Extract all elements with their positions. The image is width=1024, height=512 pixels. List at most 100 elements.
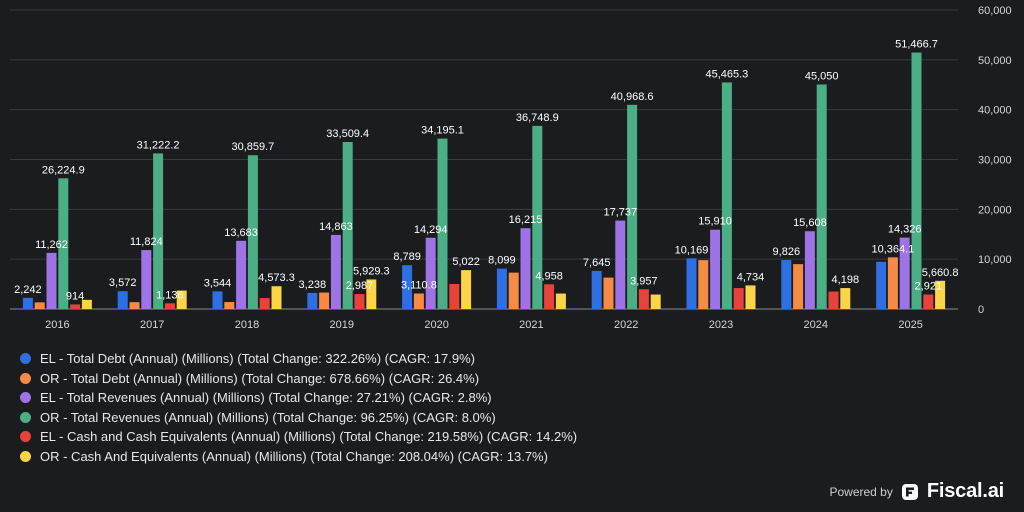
bar-s2-2024[interactable]: [793, 264, 804, 309]
bar-s2-2018[interactable]: [224, 302, 235, 309]
bar-s3-2018[interactable]: [236, 240, 247, 309]
bar-s4-2016[interactable]: [58, 178, 69, 309]
bar-s5-2018[interactable]: [259, 298, 270, 309]
legend-item[interactable]: EL - Cash and Cash Equivalents (Annual) …: [20, 427, 577, 447]
bar-s3-2022[interactable]: [615, 220, 626, 309]
bar-s1-2022[interactable]: [591, 270, 602, 309]
data-label: 16,215: [509, 214, 543, 226]
bar-s3-2023[interactable]: [710, 229, 721, 309]
legend-item[interactable]: OR - Total Debt (Annual) (Millions) (Tot…: [20, 369, 577, 389]
bar-s4-2018[interactable]: [247, 155, 258, 309]
data-label: 14,294: [414, 224, 448, 236]
y-tick-label: 60,000: [978, 5, 1012, 17]
data-label: 40,968.6: [611, 91, 654, 103]
legend-item[interactable]: OR - Total Revenues (Annual) (Millions) …: [20, 408, 577, 428]
bar-s5-2022[interactable]: [638, 289, 649, 309]
bar-s2-2020[interactable]: [413, 293, 424, 309]
bar-s3-2017[interactable]: [141, 250, 152, 309]
bar-s3-2019[interactable]: [330, 234, 341, 309]
bar-s4-2023[interactable]: [721, 82, 732, 310]
data-label: 4,573.3: [258, 272, 295, 284]
legend-item[interactable]: EL - Total Revenues (Annual) (Millions) …: [20, 388, 577, 408]
data-label: 15,608: [793, 217, 827, 229]
data-label: 33,509.4: [326, 128, 369, 140]
bar-s4-2020[interactable]: [437, 138, 448, 309]
bar-s2-2019[interactable]: [319, 292, 330, 309]
bar-s1-2023[interactable]: [686, 258, 697, 309]
data-label: 17,737: [603, 207, 637, 219]
data-label: 1,136: [156, 289, 184, 301]
bar-s1-2021[interactable]: [496, 268, 507, 309]
bar-s3-2021[interactable]: [520, 228, 531, 309]
bar-s4-2024[interactable]: [816, 84, 827, 310]
bar-s2-2017[interactable]: [129, 302, 140, 309]
legend: EL - Total Debt (Annual) (Millions) (Tot…: [20, 349, 577, 466]
data-label: 10,169: [675, 244, 709, 256]
data-label: 3,544: [204, 277, 232, 289]
bar-s5-2020[interactable]: [449, 283, 460, 309]
legend-item[interactable]: OR - Cash And Equivalents (Annual) (Mill…: [20, 447, 577, 467]
fiscal-logo-icon: [901, 483, 918, 500]
bar-s6-2019[interactable]: [366, 279, 377, 309]
bar-s6-2025[interactable]: [935, 280, 946, 309]
y-axis-tick-labels: 0 10,000 20,000 30,000 40,000 50,000 60,000: [978, 5, 1012, 316]
x-tick-label: 2019: [330, 319, 354, 331]
legend-label: OR - Total Debt (Annual) (Millions) (Tot…: [40, 370, 480, 386]
data-label: 45,465.3: [705, 68, 748, 80]
bar-s5-2019[interactable]: [354, 294, 365, 309]
data-label: 14,863: [319, 221, 353, 233]
legend-item[interactable]: EL - Total Debt (Annual) (Millions) (Tot…: [20, 349, 577, 369]
bar-s2-2022[interactable]: [603, 277, 614, 309]
bar-s4-2021[interactable]: [532, 125, 543, 309]
data-label: 8,789: [393, 251, 421, 263]
bar-s6-2018[interactable]: [271, 286, 282, 309]
bar-s6-2017[interactable]: [176, 290, 187, 309]
x-tick-label: 2022: [614, 319, 638, 331]
bar-s1-2019[interactable]: [307, 292, 318, 309]
legend-label: EL - Total Revenues (Annual) (Millions) …: [40, 390, 492, 406]
legend-label: OR - Total Revenues (Annual) (Millions) …: [40, 409, 496, 425]
data-label: 3,572: [109, 277, 137, 289]
bar-s4-2025[interactable]: [911, 52, 922, 309]
bar-s2-2025[interactable]: [887, 257, 898, 309]
bar-s1-2016[interactable]: [22, 297, 33, 309]
bar-s3-2016[interactable]: [46, 252, 57, 309]
bar-s1-2020[interactable]: [402, 265, 413, 309]
bar-s4-2017[interactable]: [153, 153, 164, 309]
bar-s5-2025[interactable]: [923, 294, 934, 309]
powered-by-footer: Powered by Fiscal.ai: [829, 480, 1004, 503]
data-label: 2,242: [14, 284, 42, 296]
bar-s2-2016[interactable]: [34, 302, 45, 309]
bar-s5-2023[interactable]: [733, 288, 744, 309]
data-label: 4,734: [737, 271, 765, 283]
bar-s5-2017[interactable]: [164, 303, 175, 309]
bar-s1-2018[interactable]: [212, 291, 223, 309]
bar-s6-2023[interactable]: [745, 285, 756, 309]
bar-s3-2020[interactable]: [425, 237, 436, 309]
x-tick-label: 2021: [519, 319, 543, 331]
y-tick-label: 0: [978, 304, 984, 316]
bar-s5-2024[interactable]: [828, 291, 839, 309]
data-label: 10,364.1: [871, 243, 914, 255]
bar-s4-2019[interactable]: [342, 142, 353, 309]
bar-s1-2025[interactable]: [876, 261, 887, 309]
data-label: 4,198: [832, 274, 860, 286]
bar-s6-2021[interactable]: [555, 293, 566, 309]
bar-s5-2021[interactable]: [544, 284, 555, 309]
bar-s6-2022[interactable]: [650, 294, 661, 309]
legend-swatch-icon: [20, 450, 31, 462]
bar-s1-2024[interactable]: [781, 260, 792, 309]
bar-s6-2020[interactable]: [461, 270, 472, 309]
bar-s2-2023[interactable]: [698, 260, 709, 309]
bar-s5-2016[interactable]: [70, 304, 81, 309]
bar-s3-2025[interactable]: [899, 237, 910, 309]
bar-s6-2024[interactable]: [840, 288, 851, 309]
bar-s4-2022[interactable]: [627, 104, 638, 309]
bar-s3-2024[interactable]: [804, 231, 815, 309]
y-tick-label: 30,000: [978, 155, 1012, 167]
bar-s1-2017[interactable]: [117, 291, 128, 309]
legend-label: EL - Total Debt (Annual) (Millions) (Tot…: [40, 351, 475, 367]
bar-s6-2016[interactable]: [81, 299, 92, 309]
bar-s2-2021[interactable]: [508, 272, 519, 309]
x-tick-label: 2017: [140, 319, 164, 331]
